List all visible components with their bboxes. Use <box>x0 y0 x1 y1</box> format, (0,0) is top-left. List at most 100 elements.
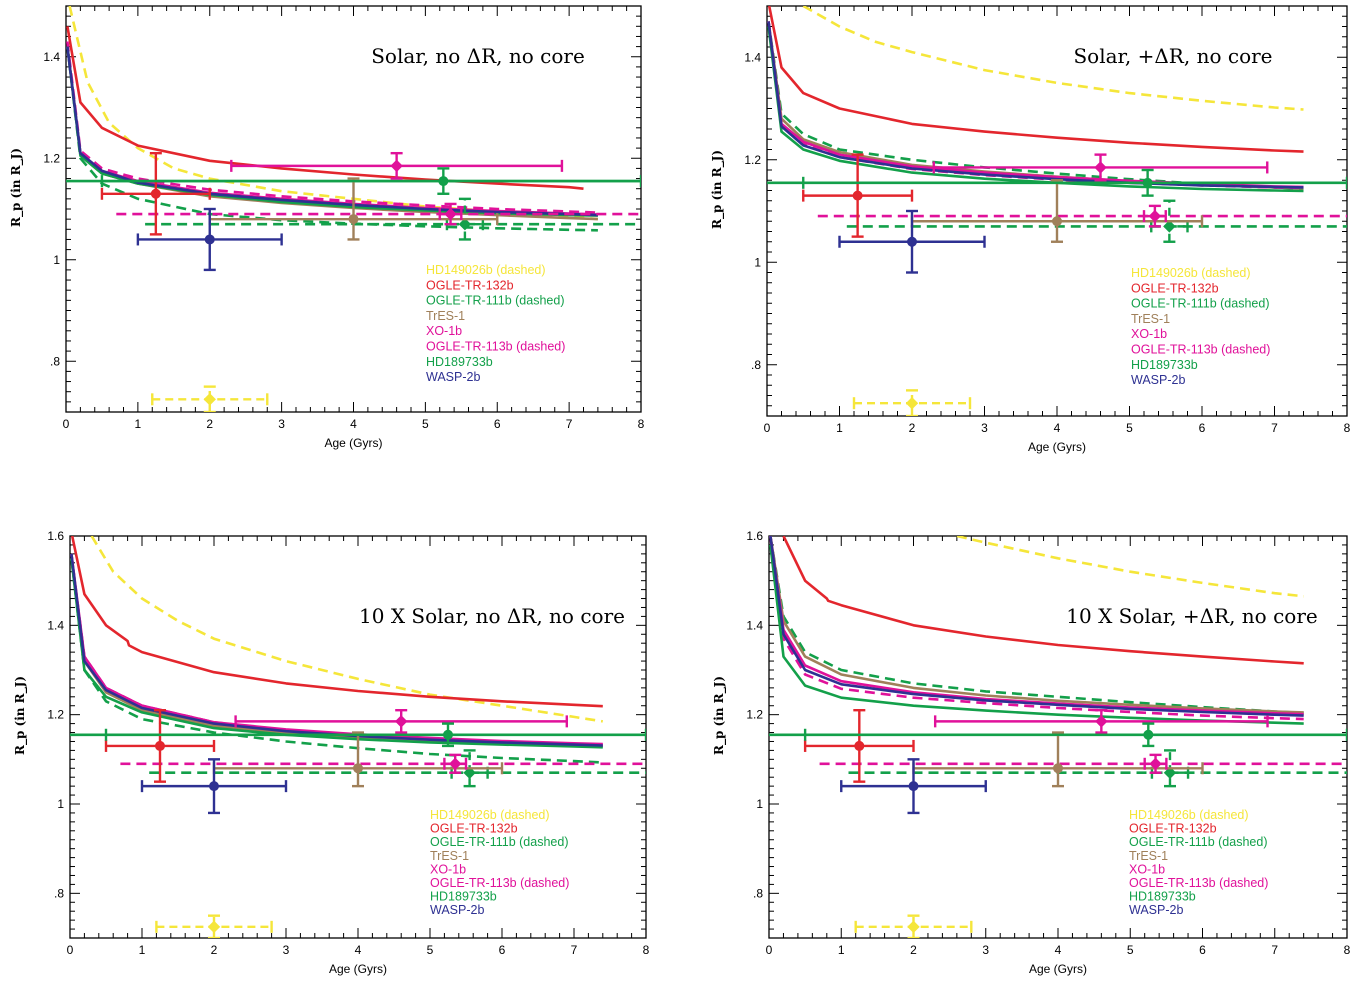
point-marker <box>353 763 363 774</box>
data-point-group <box>912 731 1204 788</box>
y-tick-label: .8 <box>751 358 761 372</box>
legend-entry: TrES-1 <box>1129 849 1168 863</box>
data-point-group <box>840 758 987 815</box>
x-axis-label: Age (Gyrs) <box>1028 440 1086 454</box>
x-tick-label: 5 <box>1126 421 1133 435</box>
data-point-group <box>854 914 973 938</box>
point-marker <box>1095 715 1108 728</box>
point-marker <box>458 218 472 231</box>
point-marker <box>1052 216 1062 227</box>
x-tick-label: 2 <box>206 417 213 431</box>
series-line <box>90 536 604 723</box>
point-marker <box>907 236 917 247</box>
x-tick-label: 6 <box>1199 421 1206 435</box>
legend-entry: OGLE-TR-113b (dashed) <box>1131 343 1270 357</box>
plot-content <box>70 536 646 938</box>
legend-entry: OGLE-TR-132b <box>1131 281 1219 295</box>
data-point-group <box>933 709 1269 734</box>
series-line <box>70 558 603 748</box>
data-point-group <box>443 753 468 774</box>
legend: HD149026b (dashed)OGLE-TR-132bOGLE-TR-11… <box>1129 808 1268 917</box>
x-tick-label: 0 <box>63 417 70 431</box>
y-tick-label: 1.6 <box>746 529 763 543</box>
y-tick-label: 1 <box>57 797 64 811</box>
y-tick-label: 1 <box>754 255 761 269</box>
x-axis-label: Age (Gyrs) <box>324 436 382 450</box>
y-tick-label: 1.6 <box>47 529 64 543</box>
y-tick-label: .8 <box>50 354 60 368</box>
point-marker <box>1149 757 1162 771</box>
y-tick-label: 1 <box>756 797 763 811</box>
point-marker <box>443 729 453 740</box>
data-point-group <box>1143 753 1168 774</box>
legend-entry: HD149026b (dashed) <box>426 263 546 277</box>
x-tick-label: 3 <box>981 421 988 435</box>
legend-entry: OGLE-TR-132b <box>426 278 514 292</box>
point-marker <box>448 757 462 771</box>
data-point-group <box>151 385 269 412</box>
data-point-group <box>136 207 283 272</box>
chart-title: 10 X Solar, +ΔR, no core <box>1066 604 1317 628</box>
legend: HD149026b (dashed)OGLE-TR-132bOGLE-TR-11… <box>430 808 569 917</box>
chart-title: 10 X Solar, no ΔR, no core <box>359 604 625 628</box>
series-line <box>769 536 1304 716</box>
panel-solar-no-dr: 0 1 2 3 4 5 6 7 8 1.4 1.2 1 .8 Age (Gyrs) R_p (in R_J)… <box>9 5 645 450</box>
x-tick-label: 6 <box>1199 943 1206 957</box>
panel-10x-solar-plus-dr: 0 1 2 3 4 5 6 7 8 1.6 1.4 1.2 1 .8 Age (Gyrs) R_p (in R… <box>712 529 1351 976</box>
point-marker <box>438 176 449 187</box>
x-tick-label: 2 <box>909 421 916 435</box>
series-line <box>66 46 598 217</box>
plot-content <box>767 6 1347 416</box>
legend-entry: OGLE-TR-132b <box>430 822 518 836</box>
series-line <box>769 536 1304 721</box>
series-line <box>70 558 603 749</box>
x-tick-label: 5 <box>422 417 429 431</box>
point-marker <box>1094 161 1107 174</box>
y-tick-label: 1.2 <box>746 708 763 722</box>
series-line <box>767 26 1304 193</box>
x-tick-label: 4 <box>355 943 362 957</box>
y-tick-label: 1.2 <box>43 151 60 165</box>
y-tick-label: .8 <box>753 886 763 900</box>
data-point-group <box>234 709 568 734</box>
data-point-group <box>438 202 463 226</box>
point-marker <box>908 781 919 792</box>
x-axis-label: Age (Gyrs) <box>1029 962 1087 976</box>
legend-entry: XO-1b <box>426 324 462 338</box>
series-line <box>70 553 603 747</box>
x-tick-label: 0 <box>764 421 771 435</box>
series-line <box>70 553 603 747</box>
series-line <box>956 536 1304 598</box>
series-line <box>68 6 599 221</box>
point-marker <box>905 396 919 410</box>
data-point-group <box>910 179 1204 243</box>
series-line <box>66 26 584 190</box>
series-line <box>767 21 1304 189</box>
series-line <box>782 536 1304 665</box>
data-point-group <box>932 153 1269 182</box>
y-tick-label: 1.4 <box>746 618 763 632</box>
legend: HD149026b (dashed)OGLE-TR-132bOGLE-TR-11… <box>426 263 565 384</box>
series-line <box>66 46 598 216</box>
x-tick-label: 1 <box>135 417 142 431</box>
point-marker <box>203 393 216 406</box>
x-tick-label: 7 <box>1271 421 1278 435</box>
legend-entry: XO-1b <box>430 862 466 876</box>
legend-entry: OGLE-TR-111b (dashed) <box>1129 835 1267 849</box>
legend-entry: OGLE-TR-132b <box>1129 822 1217 836</box>
x-tick-label: 7 <box>566 417 573 431</box>
x-tick-label: 6 <box>499 943 506 957</box>
point-marker <box>150 188 161 199</box>
legend-entry: WASP-2b <box>1131 373 1185 387</box>
point-marker <box>907 920 920 934</box>
series-line <box>66 46 598 217</box>
y-tick-label: 1.4 <box>47 618 64 632</box>
x-tick-label: 7 <box>1271 943 1278 957</box>
legend-entry: OGLE-TR-111b (dashed) <box>430 835 568 849</box>
x-tick-label: 2 <box>910 943 917 957</box>
point-marker <box>1143 729 1154 740</box>
x-tick-label: 0 <box>766 943 773 957</box>
series-line <box>70 558 603 764</box>
x-tick-label: 5 <box>427 943 434 957</box>
